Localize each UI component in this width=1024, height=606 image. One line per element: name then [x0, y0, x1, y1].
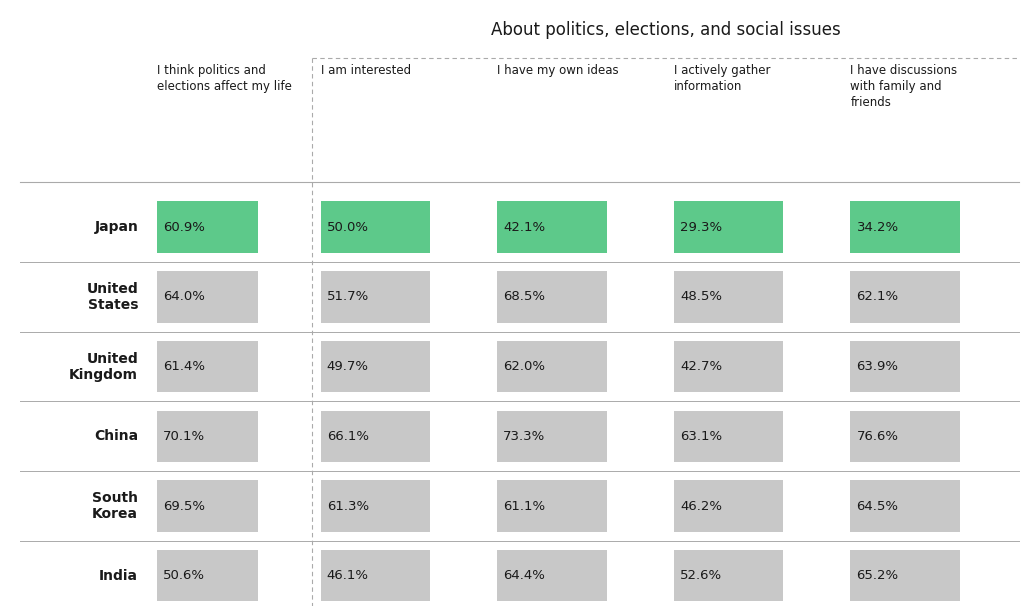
Text: 69.5%: 69.5% — [163, 499, 205, 513]
Text: 62.1%: 62.1% — [856, 290, 899, 304]
Text: 42.1%: 42.1% — [504, 221, 546, 234]
FancyBboxPatch shape — [674, 550, 783, 601]
FancyBboxPatch shape — [498, 550, 606, 601]
FancyBboxPatch shape — [674, 411, 783, 462]
Text: I am interested: I am interested — [321, 64, 411, 76]
FancyBboxPatch shape — [850, 411, 959, 462]
Text: I have my own ideas: I have my own ideas — [498, 64, 618, 76]
Text: 50.0%: 50.0% — [327, 221, 369, 234]
Text: 64.0%: 64.0% — [163, 290, 205, 304]
FancyBboxPatch shape — [157, 550, 258, 601]
FancyBboxPatch shape — [498, 480, 606, 532]
Text: 49.7%: 49.7% — [327, 360, 369, 373]
FancyBboxPatch shape — [321, 550, 430, 601]
FancyBboxPatch shape — [498, 411, 606, 462]
Text: 42.7%: 42.7% — [680, 360, 722, 373]
FancyBboxPatch shape — [157, 341, 258, 393]
Text: 65.2%: 65.2% — [856, 569, 899, 582]
FancyBboxPatch shape — [674, 480, 783, 532]
Text: 46.2%: 46.2% — [680, 499, 722, 513]
FancyBboxPatch shape — [157, 201, 258, 253]
FancyBboxPatch shape — [674, 271, 783, 322]
FancyBboxPatch shape — [321, 341, 430, 393]
Text: I have discussions
with family and
friends: I have discussions with family and frien… — [850, 64, 957, 108]
Text: 46.1%: 46.1% — [327, 569, 369, 582]
Text: United
States: United States — [86, 282, 138, 312]
Text: 76.6%: 76.6% — [856, 430, 899, 443]
Text: 52.6%: 52.6% — [680, 569, 722, 582]
Text: 34.2%: 34.2% — [856, 221, 899, 234]
Text: 50.6%: 50.6% — [163, 569, 205, 582]
Text: 66.1%: 66.1% — [327, 430, 369, 443]
Text: 61.3%: 61.3% — [327, 499, 369, 513]
Text: 61.1%: 61.1% — [504, 499, 546, 513]
Text: I think politics and
elections affect my life: I think politics and elections affect my… — [157, 64, 292, 93]
Text: India: India — [99, 568, 138, 583]
FancyBboxPatch shape — [850, 550, 959, 601]
Text: 73.3%: 73.3% — [504, 430, 546, 443]
Text: South
Korea: South Korea — [92, 491, 138, 521]
Text: 64.5%: 64.5% — [856, 499, 899, 513]
FancyBboxPatch shape — [321, 271, 430, 322]
FancyBboxPatch shape — [850, 480, 959, 532]
Text: Japan: Japan — [94, 220, 138, 235]
FancyBboxPatch shape — [498, 341, 606, 393]
FancyBboxPatch shape — [321, 411, 430, 462]
FancyBboxPatch shape — [850, 341, 959, 393]
FancyBboxPatch shape — [321, 480, 430, 532]
Text: 63.1%: 63.1% — [680, 430, 722, 443]
FancyBboxPatch shape — [157, 480, 258, 532]
Text: 48.5%: 48.5% — [680, 290, 722, 304]
Text: United
Kingdom: United Kingdom — [70, 351, 138, 382]
FancyBboxPatch shape — [157, 411, 258, 462]
Text: 68.5%: 68.5% — [504, 290, 546, 304]
FancyBboxPatch shape — [674, 341, 783, 393]
FancyBboxPatch shape — [850, 201, 959, 253]
Text: About politics, elections, and social issues: About politics, elections, and social is… — [490, 21, 841, 39]
Text: 51.7%: 51.7% — [327, 290, 369, 304]
Text: 62.0%: 62.0% — [504, 360, 546, 373]
Text: 61.4%: 61.4% — [163, 360, 205, 373]
FancyBboxPatch shape — [674, 201, 783, 253]
Text: 64.4%: 64.4% — [504, 569, 545, 582]
Text: 63.9%: 63.9% — [856, 360, 899, 373]
FancyBboxPatch shape — [498, 201, 606, 253]
Text: 70.1%: 70.1% — [163, 430, 205, 443]
Text: 29.3%: 29.3% — [680, 221, 722, 234]
Text: 60.9%: 60.9% — [163, 221, 205, 234]
FancyBboxPatch shape — [321, 201, 430, 253]
FancyBboxPatch shape — [157, 271, 258, 322]
FancyBboxPatch shape — [498, 271, 606, 322]
FancyBboxPatch shape — [850, 271, 959, 322]
Text: I actively gather
information: I actively gather information — [674, 64, 770, 93]
Text: China: China — [94, 429, 138, 444]
